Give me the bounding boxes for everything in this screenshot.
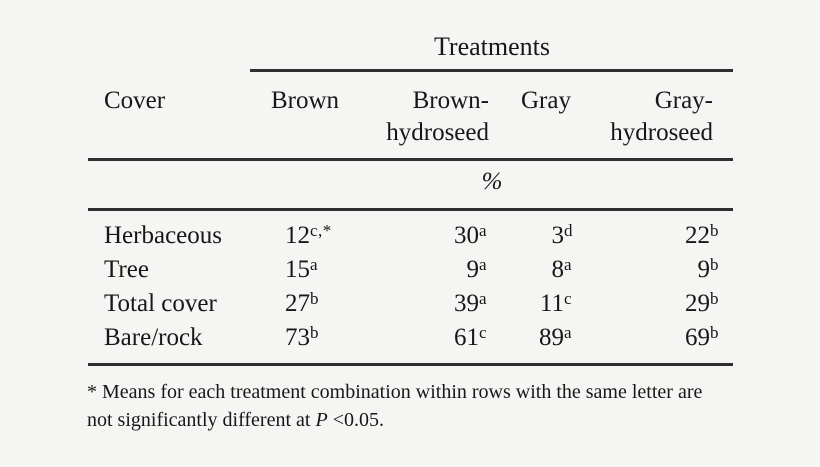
significance-letter: c,*	[310, 221, 332, 240]
row-label-herbaceous: Herbaceous	[104, 222, 222, 249]
column-header-line-2: hydroseed	[610, 119, 713, 146]
significance-letter: d	[564, 221, 573, 240]
column-header-brown: Brown	[270, 87, 340, 114]
treatments-underline-rule	[250, 69, 733, 72]
significance-letter: c	[479, 323, 488, 342]
column-header-cover: Cover	[104, 87, 166, 114]
value-cell: 39 a	[399, 287, 487, 321]
significance-letter: b	[710, 289, 719, 308]
significance-letter: a	[479, 255, 488, 274]
value-number: 61	[454, 324, 479, 351]
significance-letter: b	[710, 255, 719, 274]
value-cell: 12 c,*	[230, 219, 331, 253]
footnote-line1: * Means for each treatment combination w…	[87, 381, 703, 403]
value-number: 69	[685, 324, 710, 351]
value-number: 27	[285, 290, 310, 317]
unit-bottom-rule	[88, 208, 733, 211]
significance-letter: b	[310, 323, 319, 342]
footnote: * Means for each treatment combination w…	[87, 378, 752, 434]
value-number: 29	[685, 290, 710, 317]
significance-letter: b	[710, 221, 719, 240]
significance-letter: a	[479, 289, 488, 308]
footnote-line2-prefix: not significantly different at	[87, 409, 316, 431]
value-number: 8	[551, 256, 565, 283]
value-number: 39	[454, 290, 479, 317]
treatments-group-header: Treatments	[433, 32, 551, 61]
value-cell: 22 b	[630, 219, 719, 253]
value-cell: 29 b	[630, 287, 719, 321]
p-symbol: P	[315, 409, 328, 431]
value-number: 9	[697, 256, 711, 283]
value-number: 3	[551, 222, 565, 249]
unit-label-percent: %	[481, 168, 503, 195]
value-cell: 15 a	[230, 253, 318, 287]
column-header-line-1: Gray-	[654, 87, 713, 114]
value-number: 11	[539, 290, 564, 317]
significance-letter: a	[564, 323, 573, 342]
significance-letter: a	[564, 255, 573, 274]
footnote-line2-suffix: <0.05.	[332, 409, 384, 431]
column-header-gray-hydroseed: Gray- hydroseed	[583, 85, 713, 149]
significance-letter: c	[564, 289, 573, 308]
significance-letter: a	[479, 221, 488, 240]
value-cell: 27 b	[230, 287, 319, 321]
header-bottom-rule	[88, 158, 733, 161]
value-cell: 11 c	[484, 287, 572, 321]
value-cell: 69 b	[630, 321, 719, 355]
value-cell: 89 a	[484, 321, 572, 355]
value-number: 9	[466, 256, 480, 283]
value-cell: 73 b	[230, 321, 319, 355]
value-number: 89	[539, 324, 564, 351]
value-number: 30	[454, 222, 479, 249]
row-label-bare-rock: Bare/rock	[104, 324, 203, 351]
row-label-total-cover: Total cover	[104, 290, 217, 317]
value-cell: 30 a	[399, 219, 487, 253]
row-label-tree: Tree	[104, 256, 149, 283]
column-header-line-2: hydroseed	[386, 119, 489, 146]
column-header-brown-hydroseed: Brown- hydroseed	[359, 85, 489, 149]
value-number: 73	[285, 324, 310, 351]
value-cell: 61 c	[399, 321, 487, 355]
significance-letter: a	[310, 255, 319, 274]
value-number: 12	[285, 222, 310, 249]
column-header-gray: Gray	[521, 87, 571, 114]
significance-letter: b	[310, 289, 319, 308]
value-number: 15	[285, 256, 310, 283]
column-header-line-1: Brown-	[412, 87, 489, 114]
value-number: 22	[685, 222, 710, 249]
table-bottom-rule	[88, 363, 733, 366]
significance-letter: b	[710, 323, 719, 342]
